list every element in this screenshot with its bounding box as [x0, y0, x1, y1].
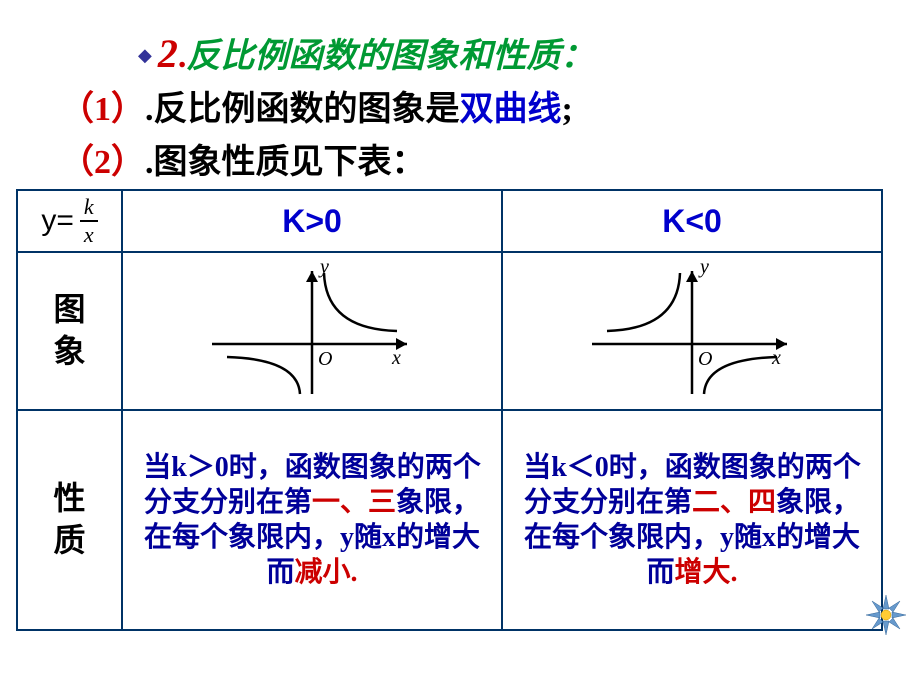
yeq-text: y=	[41, 204, 74, 238]
heading-number: 2	[158, 30, 178, 77]
axis-x-label: x	[391, 347, 401, 369]
property-k-negative: 当k＜0时，函数图象的两个分支分别在第二、四象限，在每个象限内，y随x的增大而增…	[502, 410, 882, 630]
axis-x-label: x	[771, 347, 781, 369]
row-label-graph: 图 象	[17, 252, 122, 410]
bullet-diamond: ◆	[138, 45, 152, 66]
l1-black: 反比例函数的图象是	[154, 91, 460, 128]
header-yeq: y= k x	[17, 190, 122, 252]
heading-dot: .	[178, 38, 187, 76]
table-header-row: y= k x K>0 K<0	[17, 190, 882, 252]
l1-dot: .	[145, 91, 154, 128]
origin-label: O	[318, 348, 332, 370]
line-1: （1）.反比例函数的图象是双曲线;	[0, 81, 920, 130]
origin-label: O	[698, 348, 712, 370]
l2-paren: （2）	[60, 144, 145, 181]
axis-y-label: y	[698, 259, 709, 278]
frac-num: k	[80, 196, 98, 222]
graph-k-positive: y x O	[122, 252, 502, 410]
heading-text: 反比例函数的图象和性质：	[186, 28, 594, 77]
graph-k-negative: y x O	[502, 252, 882, 410]
row-label-property: 性 质	[17, 410, 122, 630]
l1-semi: ;	[562, 91, 573, 128]
table-property-row: 性 质 当k＞0时，函数图象的两个分支分别在第一、三象限，在每个象限内，y随x的…	[17, 410, 882, 630]
frac-den: x	[84, 222, 94, 246]
l1-blue: 双曲线	[460, 91, 562, 128]
sun-flower-icon	[864, 593, 908, 642]
l1-paren: （1）	[60, 91, 145, 128]
l2-black: 图象性质见下表：	[154, 144, 426, 181]
header-k-positive: K>0	[122, 190, 502, 252]
hyperbola-positive-icon: y x O	[192, 259, 432, 404]
header-k-negative: K<0	[502, 190, 882, 252]
table-graph-row: 图 象 y x O y x	[17, 252, 882, 410]
hyperbola-negative-icon: y x O	[572, 259, 812, 404]
properties-table: y= k x K>0 K<0 图 象 y x O	[16, 189, 883, 631]
line-2: （2）.图象性质见下表：	[0, 134, 920, 183]
section-title: ◆ 2 . 反比例函数的图象和性质：	[0, 0, 920, 77]
fraction-k-over-x: k x	[80, 196, 98, 246]
axis-y-label: y	[318, 259, 329, 278]
property-k-positive: 当k＞0时，函数图象的两个分支分别在第一、三象限，在每个象限内，y随x的增大而减…	[122, 410, 502, 630]
l2-dot: .	[145, 144, 154, 181]
